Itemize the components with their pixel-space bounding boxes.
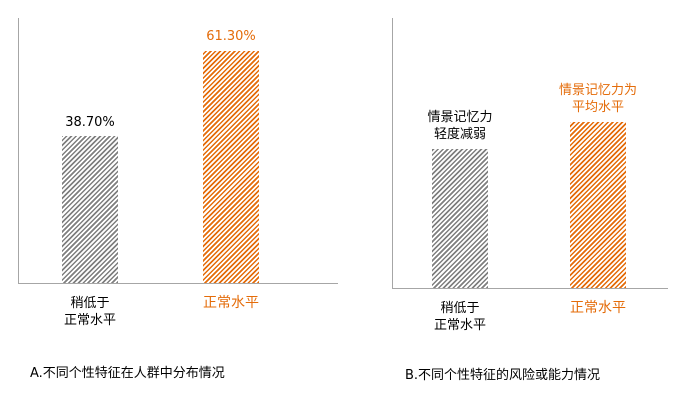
annotation: 情景记忆力 轻度减弱 <box>427 110 493 143</box>
x-tick-label: 正常水平 <box>570 300 626 316</box>
bar <box>432 149 488 288</box>
bar <box>203 50 259 283</box>
chart-title: A.不同个性特征在人群中分布情况 <box>30 366 225 381</box>
x-tick-label: 正常水平 <box>203 295 259 311</box>
y-axis-line <box>18 18 19 283</box>
x-axis-line <box>18 283 338 284</box>
chart-title: B.不同个性特征的风险或能力情况 <box>405 368 601 383</box>
y-axis-line <box>392 18 393 288</box>
data-label: 38.70% <box>65 114 115 130</box>
x-axis-line <box>392 288 668 289</box>
data-label: 61.30% <box>206 28 256 44</box>
annotation: 情景记忆力为 平均水平 <box>558 83 637 116</box>
bar <box>62 136 118 283</box>
x-tick-label: 稍低于 正常水平 <box>433 301 486 333</box>
x-tick-label: 稍低于 正常水平 <box>63 296 116 328</box>
bar <box>570 122 626 288</box>
